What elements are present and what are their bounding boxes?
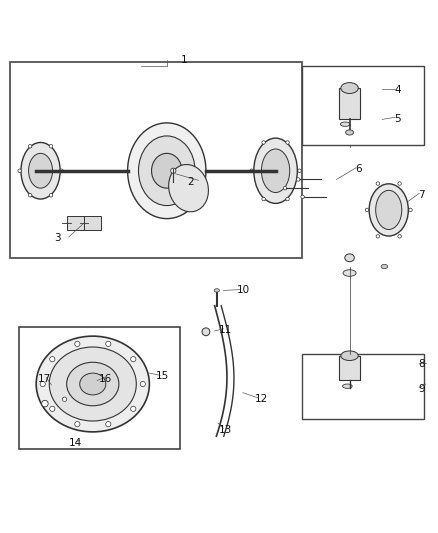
Text: 8: 8: [418, 359, 425, 369]
Ellipse shape: [127, 123, 206, 219]
Ellipse shape: [40, 382, 46, 386]
Text: 9: 9: [418, 384, 425, 394]
Text: 3: 3: [55, 233, 61, 243]
Text: 13: 13: [219, 425, 232, 435]
Ellipse shape: [346, 130, 353, 135]
Ellipse shape: [365, 208, 369, 212]
Ellipse shape: [381, 264, 388, 269]
Ellipse shape: [286, 197, 289, 201]
Ellipse shape: [171, 168, 176, 173]
Bar: [302, 66, 424, 144]
Text: 11: 11: [219, 325, 232, 335]
Text: 12: 12: [254, 394, 268, 404]
Text: 17: 17: [38, 374, 52, 384]
Ellipse shape: [409, 208, 412, 212]
Ellipse shape: [341, 83, 358, 93]
Ellipse shape: [60, 169, 63, 173]
Text: 5: 5: [394, 114, 401, 124]
Ellipse shape: [340, 122, 350, 126]
Ellipse shape: [376, 182, 380, 185]
Bar: [10, 62, 302, 258]
Ellipse shape: [75, 341, 80, 346]
Ellipse shape: [301, 195, 304, 199]
Text: 6: 6: [355, 164, 362, 174]
Ellipse shape: [254, 138, 297, 204]
Ellipse shape: [49, 406, 55, 411]
Ellipse shape: [376, 235, 380, 238]
Ellipse shape: [341, 351, 358, 360]
Bar: [339, 356, 360, 379]
Ellipse shape: [28, 144, 32, 148]
Ellipse shape: [80, 373, 106, 395]
Text: 7: 7: [418, 190, 425, 200]
Ellipse shape: [261, 149, 290, 192]
Ellipse shape: [214, 289, 219, 292]
Ellipse shape: [36, 336, 149, 432]
Text: 15: 15: [156, 371, 169, 381]
Bar: [339, 88, 360, 118]
Text: 10: 10: [237, 286, 250, 295]
Ellipse shape: [298, 169, 301, 173]
Ellipse shape: [138, 136, 195, 206]
Ellipse shape: [131, 357, 136, 362]
Ellipse shape: [28, 193, 32, 197]
Ellipse shape: [369, 184, 408, 236]
Ellipse shape: [398, 235, 401, 238]
Ellipse shape: [152, 154, 182, 188]
Ellipse shape: [262, 197, 265, 201]
Ellipse shape: [262, 141, 265, 144]
Ellipse shape: [49, 347, 136, 421]
Bar: [84, 216, 102, 230]
Ellipse shape: [42, 400, 48, 407]
Ellipse shape: [343, 384, 352, 389]
Ellipse shape: [343, 270, 356, 276]
Ellipse shape: [28, 154, 53, 188]
Ellipse shape: [202, 328, 210, 336]
Ellipse shape: [67, 362, 119, 406]
Ellipse shape: [131, 406, 136, 411]
Ellipse shape: [286, 141, 289, 144]
Text: 1: 1: [181, 55, 187, 65]
Ellipse shape: [297, 177, 300, 181]
Ellipse shape: [283, 187, 287, 190]
Ellipse shape: [398, 182, 401, 185]
Text: 14: 14: [69, 438, 82, 448]
Text: 16: 16: [99, 374, 113, 384]
Bar: [19, 327, 180, 449]
Ellipse shape: [376, 190, 402, 230]
Ellipse shape: [49, 357, 55, 362]
Ellipse shape: [21, 142, 60, 199]
Ellipse shape: [49, 193, 53, 197]
Ellipse shape: [18, 169, 21, 173]
Ellipse shape: [140, 382, 145, 386]
Ellipse shape: [250, 169, 253, 173]
Ellipse shape: [345, 254, 354, 262]
Text: 4: 4: [394, 85, 401, 95]
Ellipse shape: [106, 341, 111, 346]
Text: 2: 2: [187, 176, 194, 187]
Ellipse shape: [62, 397, 67, 401]
Ellipse shape: [106, 422, 111, 427]
Bar: [67, 216, 84, 230]
Bar: [302, 353, 424, 419]
Ellipse shape: [49, 144, 53, 148]
Ellipse shape: [75, 422, 80, 427]
Ellipse shape: [169, 165, 208, 212]
